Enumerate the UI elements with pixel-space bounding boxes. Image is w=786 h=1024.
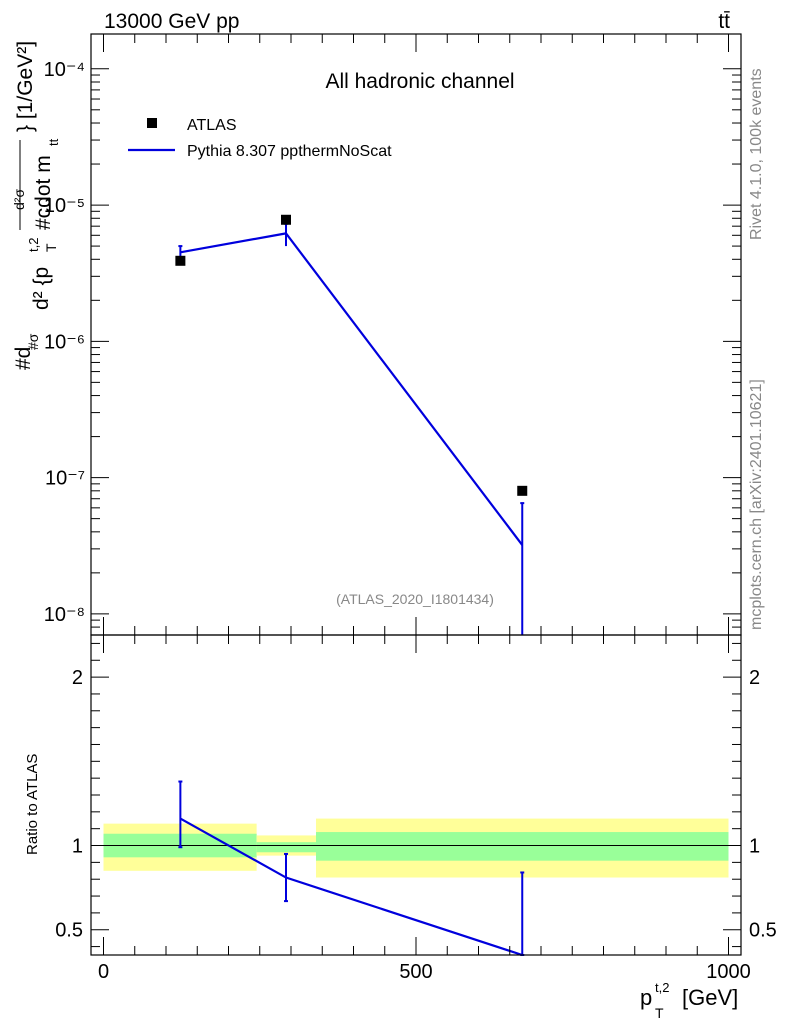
ratio-band-inner	[256, 842, 316, 853]
rivet-label: Rivet 4.1.0, 100k events	[748, 68, 765, 240]
ratio-y-ticks	[91, 642, 741, 948]
header-right-label: tt̄	[718, 10, 730, 33]
ratio-x-ticks	[103, 635, 729, 955]
atlas-data-point	[517, 485, 528, 496]
ratio-x-tick-label: 0	[98, 961, 109, 983]
legend-atlas-marker	[147, 118, 157, 128]
ratio-y-tick-label-right: 2	[749, 667, 760, 689]
xlabel-unit: [GeV]	[682, 985, 738, 1010]
ratio-band-inner	[316, 832, 729, 861]
ylabel-part-b: #σ	[25, 333, 41, 350]
ylabel-part-a: #d	[12, 347, 35, 370]
main-y-tick-label: 10⁻⁴	[44, 59, 85, 81]
header-left-label: 13000 GeV pp	[104, 10, 239, 33]
x-axis-label: p T t,2 [GeV]	[640, 980, 738, 1021]
watermark: (ATLAS_2020_I1801434)	[336, 591, 494, 607]
ratio-x-tick-label: 1000	[706, 961, 751, 983]
xlabel-sup: t,2	[655, 980, 669, 995]
ratio-bands	[103, 818, 729, 878]
main-panel: 10⁻⁴ 10⁻⁵ 10⁻⁶ 10⁻⁷ 10⁻⁸ All hadronic channe…	[11, 33, 742, 636]
ylabel-part-c: d²σ	[11, 189, 27, 210]
ratio-x-tick-label: 500	[399, 961, 432, 983]
ratio-series-marks	[178, 780, 525, 957]
main-y-tick-label: 10⁻⁵	[44, 195, 85, 217]
ylabel-part-i: } [1/GeV²]	[14, 41, 37, 132]
ratio-panel: 0.5 0.5 1 1 2 2 0 500 1000 Ratio to ATLAS p T t…	[24, 634, 777, 1021]
main-y-ticks	[91, 68, 741, 636]
ylabel-part-g: #cdot m	[32, 155, 55, 230]
ylabel-part-d: d² {p	[30, 267, 53, 310]
ratio-y-tick-label-left: 2	[72, 667, 83, 689]
main-y-tick-label: 10⁻⁶	[44, 331, 85, 353]
ylabel-part-e: T	[43, 243, 59, 252]
xlabel-sub: T	[655, 1005, 664, 1021]
main-x-ticks	[103, 34, 729, 635]
ratio-y-axis-label: Ratio to ATLAS	[24, 754, 41, 855]
ylabel-part-h: tt	[46, 138, 61, 146]
legend: ATLAS Pythia 8.307 ppthermNoScat	[128, 117, 392, 160]
ratio-x-tick-labels: 0 500 1000	[98, 961, 751, 983]
xlabel-main: p	[640, 985, 652, 1010]
atlas-data-point	[281, 214, 291, 225]
main-y-axis-label: #d #σ d²σ d² {p T t,2 #cdot m tt } [1/Ge…	[11, 41, 61, 370]
mcplots-label: mcplots.cern.ch [arXiv:2401.10621]	[748, 379, 765, 630]
legend-atlas-label: ATLAS	[187, 117, 237, 134]
main-y-tick-label: 10⁻⁷	[45, 468, 85, 490]
ratio-y-tick-label-right: 0.5	[749, 920, 777, 942]
ylabel-part-f: t,2	[26, 238, 41, 252]
main-series-marks	[175, 214, 528, 635]
ratio-y-tick-label-left: 1	[72, 836, 83, 858]
ratio-y-tick-label-left: 0.5	[55, 920, 83, 942]
ratio-y-tick-label-right: 1	[749, 836, 760, 858]
legend-mc-label: Pythia 8.307 ppthermNoScat	[187, 143, 392, 160]
mc-series-line	[180, 232, 524, 546]
main-y-tick-labels: 10⁻⁴ 10⁻⁵ 10⁻⁶ 10⁻⁷ 10⁻⁸	[44, 59, 85, 626]
main-y-tick-label: 10⁻⁸	[44, 604, 85, 626]
ratio-y-tick-labels: 0.5 0.5 1 1 2 2	[55, 667, 777, 942]
atlas-data-point	[175, 255, 186, 266]
ratio-frame	[90, 634, 742, 956]
main-title: All hadronic channel	[325, 70, 514, 93]
